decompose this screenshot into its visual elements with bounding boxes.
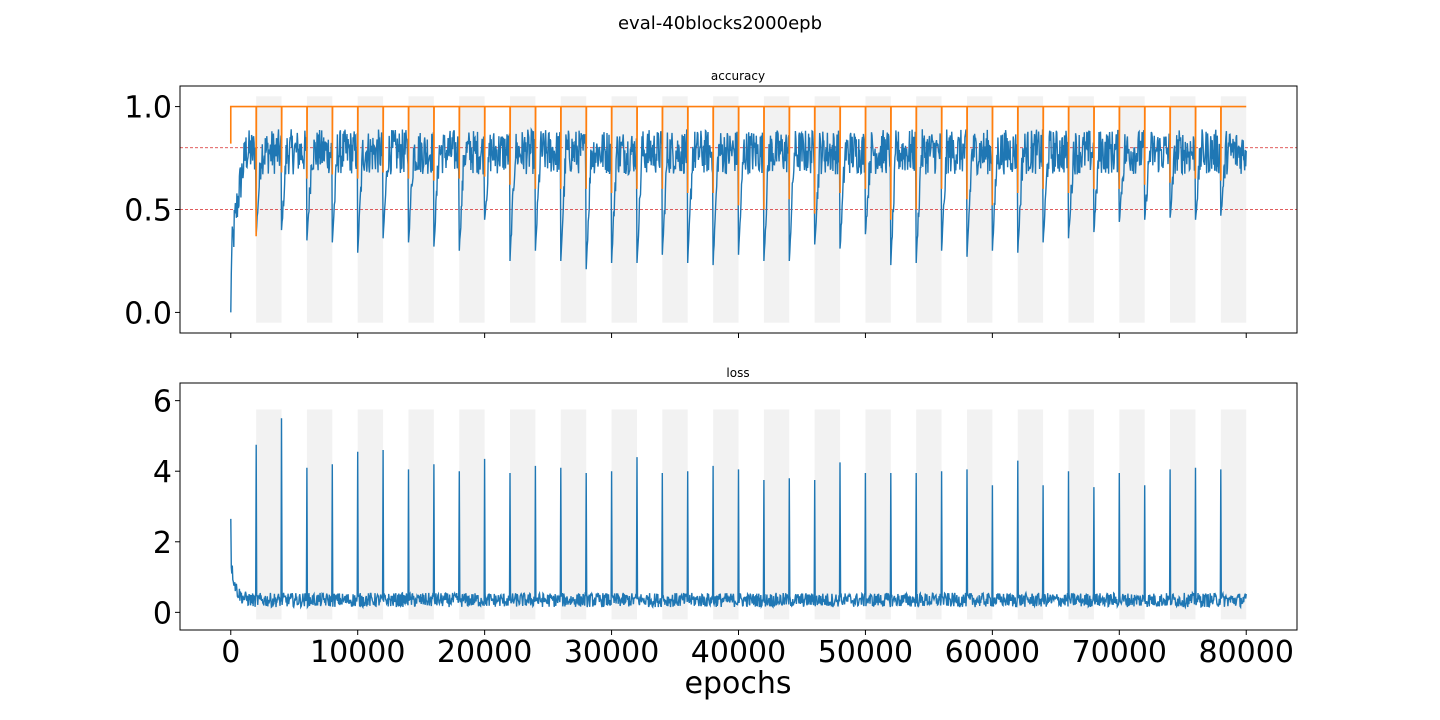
shaded-block [916,409,942,620]
accuracy-panel: accuracy 0.0 0.5 1.0 [124,69,1298,338]
loss-series-line [230,418,1247,610]
accuracy-title: accuracy [711,69,765,83]
x-tick-label: 50000 [818,635,913,670]
y-tick-label: 0.0 [124,296,172,331]
x-axis-label: epochs [685,666,792,701]
y-tick-label: 1.0 [124,91,172,126]
x-tick-label: 0 [221,635,240,670]
shaded-block [510,409,536,620]
shaded-block [1017,409,1044,620]
shaded-block [306,409,333,620]
running-max-line [229,105,1247,237]
shaded-block [1220,409,1247,620]
shaded-block [256,409,282,620]
shaded-block [357,409,384,620]
shaded-block [1068,409,1094,620]
shaded-block [865,409,891,620]
loss-panel: loss 0 2 4 6 0 10000 20000 30000 40000 50000 6000… [153,366,1298,670]
shaded-block [713,409,739,620]
x-tick-label: 10000 [310,635,405,670]
shaded-block [662,409,688,620]
y-tick-label: 6 [153,385,172,420]
shaded-block [966,409,993,620]
shaded-block [1119,409,1145,620]
accuracy-series-line [230,127,1247,313]
shaded-block [459,409,485,620]
shaded-block [814,409,841,620]
loss-title: loss [726,366,749,380]
shaded-block [560,409,587,620]
x-tick-label: 30000 [564,635,659,670]
figure-title: eval-40blocks2000epb [618,13,822,34]
x-tick-label: 60000 [945,635,1040,670]
y-tick-label: 4 [153,455,172,490]
x-tick-label: 70000 [1072,635,1167,670]
y-tick-label: 2 [153,526,172,561]
x-tick-label: 40000 [691,635,786,670]
shaded-block [611,409,637,620]
x-tick-label: 20000 [437,635,532,670]
x-tick-label: 80000 [1199,635,1294,670]
shaded-block [408,409,434,620]
y-tick-label: 0.5 [124,194,172,229]
y-tick-label: 0 [153,596,172,631]
shaded-block [763,409,790,620]
shaded-block [1170,409,1196,620]
